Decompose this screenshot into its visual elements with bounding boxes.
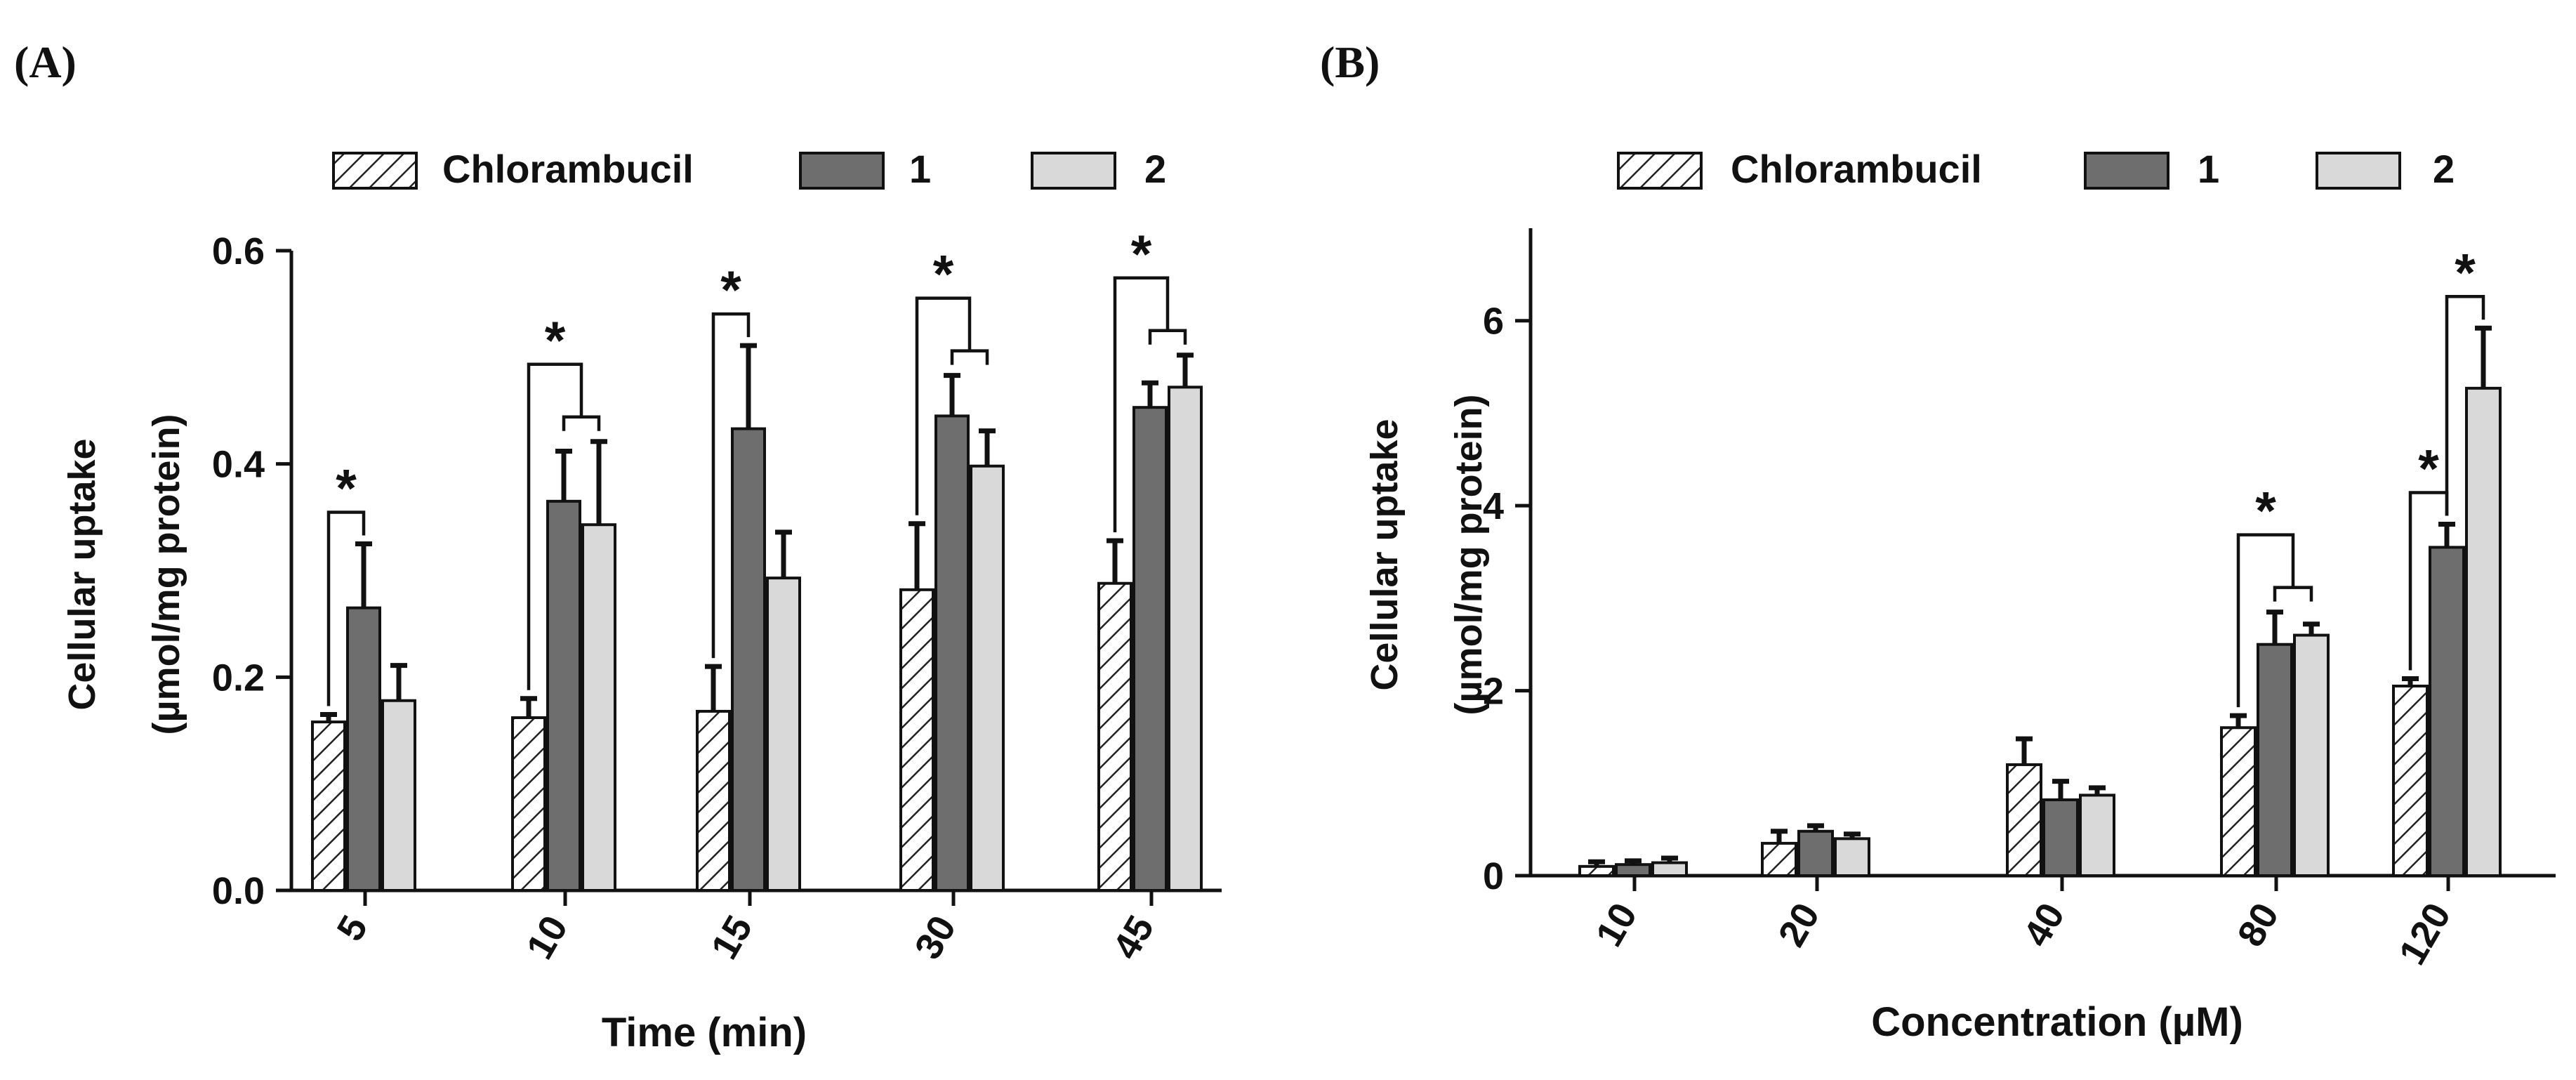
y-tick-label: 0 (1483, 855, 1504, 897)
bar-2 (970, 464, 1005, 892)
legend-swatch-2 (2316, 152, 2401, 190)
y-tick-label: 0.6 (212, 230, 265, 272)
bar-2 (1651, 861, 1688, 878)
x-tick-label: 10 (1587, 896, 1645, 954)
bar-1 (1797, 829, 1834, 877)
significance-bracket (2236, 533, 2295, 708)
x-tick-label: 30 (906, 909, 964, 966)
legend: Chlorambucil 1 2 (1617, 147, 2455, 191)
y-tick-label: 4 (1483, 485, 1504, 527)
significance-bracket (711, 312, 751, 659)
significance-bracket (915, 296, 972, 515)
x-axis-title: Concentration (µM) (1871, 999, 2243, 1045)
bar-chlorambucil (511, 716, 546, 893)
significance-bracket (1113, 276, 1170, 532)
bar-1 (2429, 546, 2465, 878)
y-tick-label: 0.2 (212, 657, 265, 699)
bar-chlorambucil (696, 709, 731, 892)
bar-1 (346, 606, 381, 892)
bar-chlorambucil (1578, 864, 1615, 878)
x-tick-label: 15 (703, 909, 760, 966)
y-tick-label: 0.4 (212, 444, 265, 486)
significance-star: * (933, 245, 954, 305)
legend-swatch-1 (2084, 152, 2169, 190)
y-tick-label: 2 (1483, 671, 1504, 713)
significance-bracket (2445, 295, 2485, 516)
x-tick-label: 120 (2391, 896, 2459, 972)
x-tick-label: 45 (1104, 909, 1162, 966)
bar-1 (1615, 863, 1651, 878)
legend-label-chlorambucil: Chlorambucil (442, 147, 694, 191)
y-tick-label: 0.0 (212, 870, 265, 912)
significance-bracket (2273, 586, 2313, 602)
legend-label-chlorambucil: Chlorambucil (1731, 147, 1982, 191)
legend-swatch-chlorambucil (332, 152, 418, 190)
significance-bracket (562, 415, 601, 431)
significance-star: * (2255, 482, 2276, 541)
y-axis-title-line1: Cellular uptake (1363, 419, 1406, 690)
x-tick-label: 5 (329, 909, 376, 948)
x-tick-label: 10 (518, 909, 576, 966)
significance-star: * (2418, 439, 2439, 499)
bar-2 (2079, 793, 2115, 877)
legend-label-2: 2 (1144, 147, 1166, 191)
legend-swatch-1 (799, 152, 885, 190)
bar-2 (2465, 386, 2502, 877)
plot-area: 0.0 0.2 0.4 0.6 5 10 15 30 45 * * * * * (212, 225, 1222, 966)
legend-label-1: 1 (909, 147, 931, 191)
bar-1 (1132, 406, 1168, 892)
bar-2 (1168, 386, 1203, 892)
bar-1 (2257, 643, 2293, 877)
significance-star: * (545, 311, 566, 371)
bar-2 (581, 523, 616, 892)
x-tick-label: 20 (1770, 896, 1828, 954)
bar-1 (546, 499, 581, 892)
x-axis-title: Time (min) (602, 1010, 807, 1055)
x-tick-label: 40 (2015, 896, 2073, 954)
y-tick-label: 6 (1483, 301, 1504, 343)
bar-2 (381, 699, 416, 893)
plot-area: 0 2 4 6 10 20 40 80 120 * * * (1483, 228, 2556, 972)
bar-1 (934, 414, 970, 892)
bar-chlorambucil (2220, 726, 2257, 878)
significance-star: * (1131, 225, 1152, 284)
bar-chlorambucil (311, 720, 346, 893)
panel-a: (A) Chlorambucil 1 2 0.0 0.2 0.4 0.6 5 10 15 30… (14, 37, 1222, 1055)
significance-star: * (720, 261, 741, 320)
legend-label-2: 2 (2433, 147, 2455, 191)
bar-chlorambucil (1761, 841, 1797, 878)
y-axis-title-line2: (µmol/mg protein) (145, 414, 187, 735)
bar-2 (1834, 837, 1870, 878)
significance-bracket (326, 511, 366, 706)
legend-label-1: 1 (2198, 147, 2219, 191)
bar-1 (731, 427, 766, 892)
bar-chlorambucil (2006, 763, 2042, 878)
significance-star: * (336, 459, 357, 519)
bar-2 (2293, 633, 2330, 877)
legend-swatch-chlorambucil (1617, 152, 1703, 190)
significance-star: * (2455, 243, 2476, 303)
bar-chlorambucil (2392, 684, 2429, 877)
y-axis-title-line2: (µmol/mg protein) (1448, 394, 1490, 715)
panel-label: (B) (1320, 37, 1380, 87)
significance-bracket (950, 349, 989, 365)
legend-swatch-2 (1031, 152, 1116, 190)
y-axis-title-line1: Cellular uptake (61, 438, 103, 710)
significance-bracket (527, 362, 583, 690)
bar-2 (766, 577, 801, 893)
bar-chlorambucil (1097, 581, 1132, 892)
significance-bracket (1148, 329, 1187, 345)
legend: Chlorambucil 1 2 (332, 147, 1166, 191)
x-tick-label: 80 (2229, 896, 2287, 954)
bar-1 (2042, 798, 2079, 877)
bar-chlorambucil (899, 588, 934, 893)
panel-label: (A) (14, 37, 77, 87)
